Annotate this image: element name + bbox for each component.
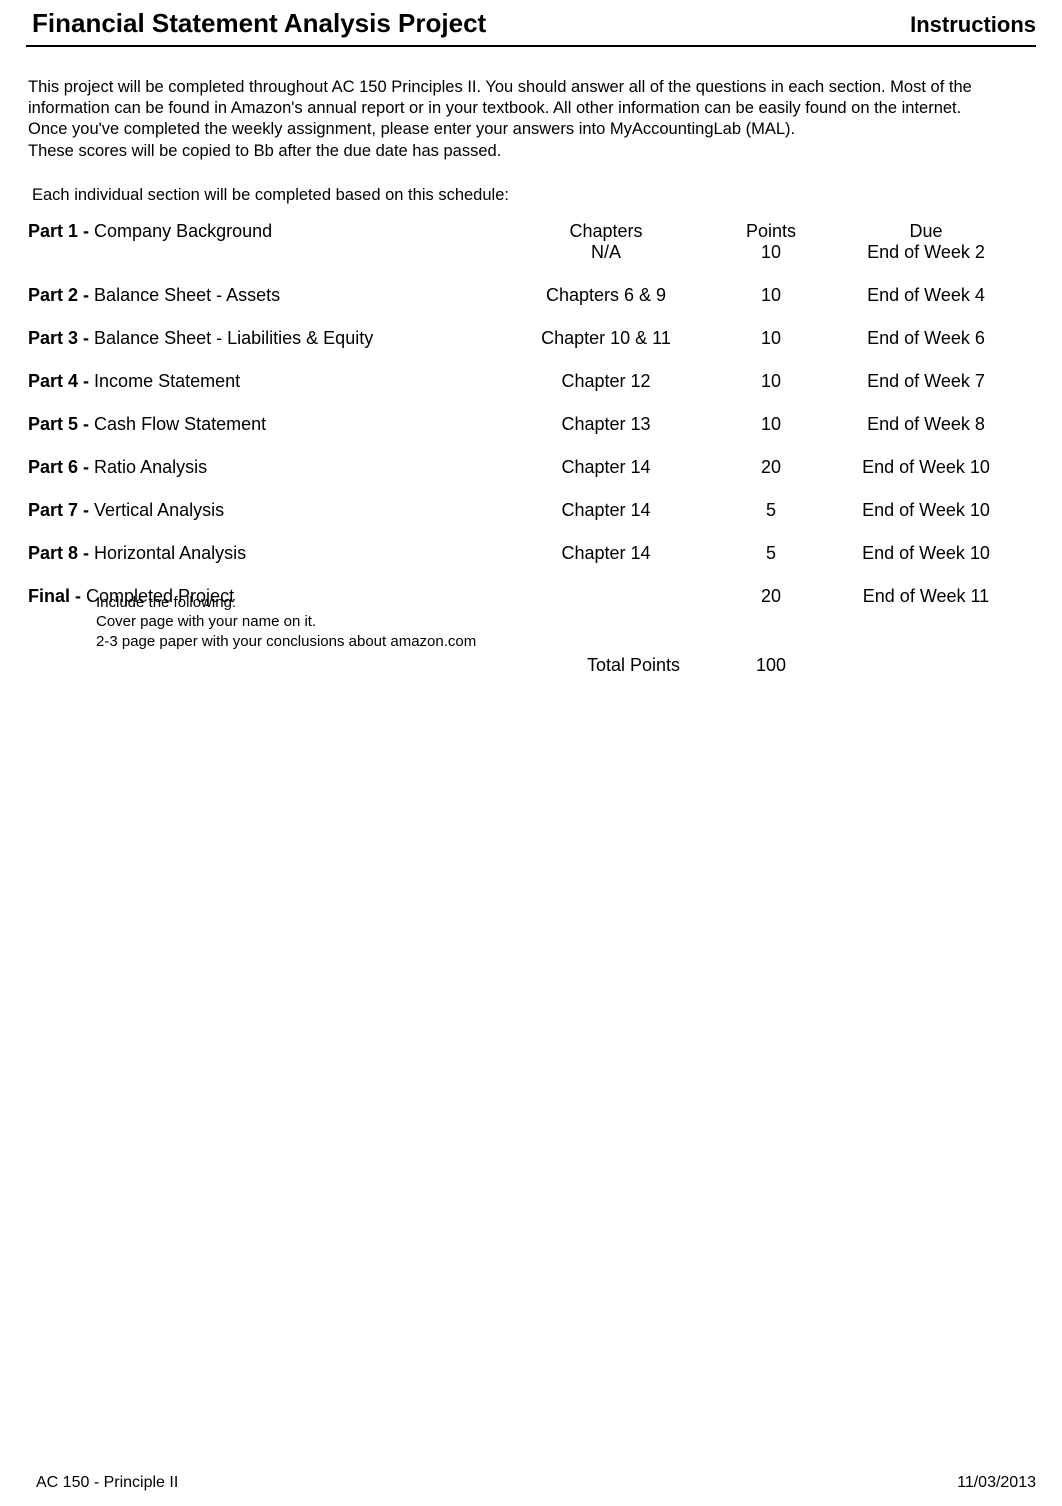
part-label: Part 4 - [28,371,89,391]
part-label: Part 7 - [28,500,89,520]
table-cell: Chapters N/A [506,221,706,263]
table-cell: Part 1 - Company Background [26,221,506,242]
chapters-value: Chapter 14 [506,500,706,521]
part-label: Part 2 - [28,285,89,305]
col-header-points: Points [706,221,836,242]
final-sub-line: 2-3 page paper with your conclusions abo… [96,632,1036,652]
due-value: End of Week 8 [836,414,1016,435]
points-value: 10 [706,371,836,392]
part-topic: Company Background [94,221,272,241]
col-header-due: Due [836,221,1016,242]
intro-p1: This project will be completed throughou… [28,77,1036,118]
part-label: Part 8 - [28,543,89,563]
part-label: Part 1 - [28,221,89,241]
part-label: Part 6 - [28,457,89,477]
points-value: 10 [706,328,836,349]
due-value: End of Week 10 [836,500,1016,521]
table-cell: Part 4 - Income Statement [26,371,506,392]
part-topic: Ratio Analysis [94,457,207,477]
table-cell: Part 7 - Vertical Analysis [26,500,506,521]
footer-left: AC 150 - Principle II [26,1474,178,1492]
table-cell: Part 6 - Ratio Analysis [26,457,506,478]
col-header-chapters: Chapters [506,221,706,242]
table-cell: Due End of Week 2 [836,221,1016,263]
part-topic: Vertical Analysis [94,500,224,520]
part-topic: Horizontal Analysis [94,543,246,563]
part-label: Final - [28,586,86,606]
final-sub-line: Cover page with your name on it. [96,612,1036,632]
intro-block: This project will be completed throughou… [26,77,1036,162]
points-value: 20 [706,457,836,478]
table-cell: Part 5 - Cash Flow Statement [26,414,506,435]
chapters-value: N/A [506,242,706,263]
part-topic: Balance Sheet - Assets [94,285,280,305]
table-cell: Part 8 - Horizontal Analysis [26,543,506,564]
part-label: Part 5 - [28,414,89,434]
part-label: Part 3 - [28,328,89,348]
table-cell: Points 10 [706,221,836,263]
intro-p2: Once you've completed the weekly assignm… [28,119,1036,140]
due-value: End of Week 11 [836,586,1016,607]
points-value: 5 [706,543,836,564]
chapters-value: Chapters 6 & 9 [506,285,706,306]
due-value: End of Week 7 [836,371,1016,392]
total-value: 100 [706,655,836,676]
points-value: 20 [706,586,836,607]
due-value: End of Week 4 [836,285,1016,306]
divider [26,45,1036,47]
footer: AC 150 - Principle II 11/03/2013 [26,1474,1036,1492]
due-value: End of Week 2 [836,242,1016,263]
page-title: Financial Statement Analysis Project [32,8,486,39]
schedule-table: Part 1 - Company Background Chapters N/A… [26,221,1036,677]
points-value: 10 [706,285,836,306]
part-topic: Income Statement [94,371,240,391]
due-value: End of Week 10 [836,543,1016,564]
schedule-lead: Each individual section will be complete… [26,186,1036,205]
points-value: 10 [706,242,836,263]
chapters-value: Chapter 14 [506,457,706,478]
points-value: 10 [706,414,836,435]
part-topic: Cash Flow Statement [94,414,266,434]
chapters-value: Chapter 12 [506,371,706,392]
chapters-value: Chapter 13 [506,414,706,435]
due-value: End of Week 6 [836,328,1016,349]
table-cell: Part 2 - Balance Sheet - Assets [26,285,506,306]
part-topic: Balance Sheet - Liabilities & Equity [94,328,373,348]
page-subtitle: Instructions [910,12,1036,38]
intro-p3: These scores will be copied to Bb after … [28,141,1036,162]
chapters-value: Chapter 14 [506,543,706,564]
footer-right: 11/03/2013 [957,1474,1036,1492]
due-value: End of Week 10 [836,457,1016,478]
total-label: Total Points [506,655,706,676]
points-value: 5 [706,500,836,521]
table-cell: Part 3 - Balance Sheet - Liabilities & E… [26,328,506,349]
chapters-value: Chapter 10 & 11 [506,328,706,349]
